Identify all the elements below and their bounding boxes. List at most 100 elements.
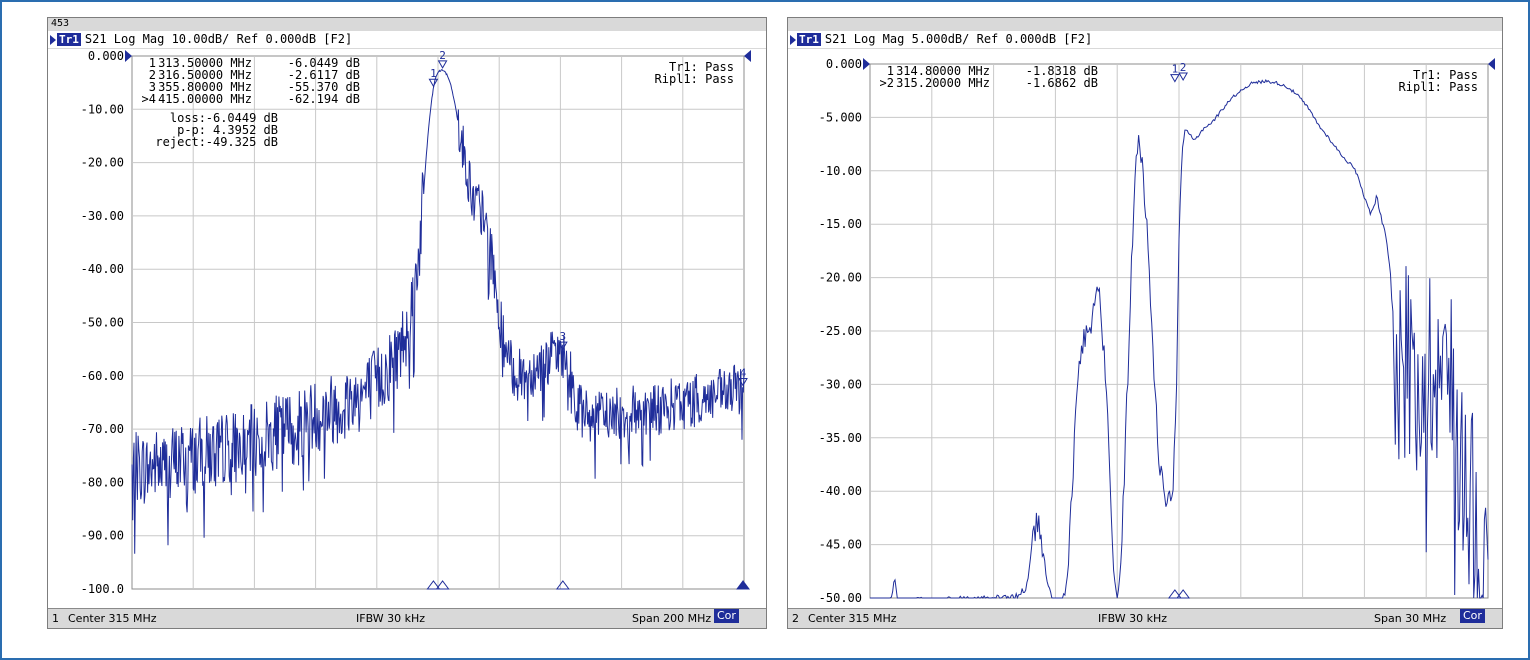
trace-header[interactable]: Tr1 S21 Log Mag 10.00dB/ Ref 0.000dB [F2]: [48, 31, 766, 48]
filter-stat-value: -49.325 dB: [206, 135, 278, 149]
y-tick-label: -25.00: [819, 324, 862, 338]
y-tick-label: -30.00: [819, 377, 862, 391]
marker-row-number: 1: [887, 64, 894, 78]
marker-row-number: 2: [149, 68, 156, 82]
plot-area[interactable]: 0.000 -10.00 -20.00 -30.00 -40.00 -50.00 -60.0…: [48, 49, 766, 609]
filter-stat-value: 4.3952 dB: [213, 123, 278, 137]
plot-area[interactable]: 0.000 -5.000 -10.00 -15.00 -20.00 -25.00 -30.0…: [788, 49, 1502, 609]
marker-row-number: >2: [880, 76, 894, 90]
marker-row-number: >4: [142, 92, 156, 106]
reference-right-arrow-icon: [1488, 58, 1495, 70]
trace-marker-icon: [1170, 74, 1180, 83]
trace-header[interactable]: Tr1 S21 Log Mag 5.000dB/ Ref 0.000dB [F2]: [788, 31, 1502, 48]
footer-ifbw: IFBW 30 kHz: [1098, 612, 1168, 625]
filter-stat-value: -6.0449 dB: [206, 111, 278, 125]
y-tick-label: -35.00: [819, 431, 862, 445]
footer-center: Center 315 MHz: [808, 612, 897, 625]
y-tick-label: -40.00: [819, 484, 862, 498]
analyzer-window-left: 453 Tr1 S21 Log Mag 10.00dB/ Ref 0.000dB …: [47, 17, 767, 629]
y-tick-label: -70.00: [81, 422, 124, 436]
y-tick-label: -80.00: [81, 475, 124, 489]
y-tick-label: -15.00: [819, 217, 862, 231]
marker-row-value: -62.194 dB: [288, 92, 360, 106]
trace-line: [131, 69, 745, 554]
active-trace-arrow-icon: [50, 34, 56, 45]
axis-marker-icon: [555, 580, 570, 590]
axis-marker-icon: [1176, 589, 1191, 599]
marker-row-frequency: 313.50000 MHz: [158, 56, 252, 70]
marker-row-frequency: 355.80000 MHz: [158, 80, 252, 94]
status-footer: 2 Center 315 MHz IFBW 30 kHz Span 30 MHz…: [788, 608, 1502, 628]
axis-marker-icon: [1167, 589, 1182, 599]
y-tick-label: -50.00: [81, 316, 124, 330]
y-tick-label: -5.000: [819, 110, 862, 124]
marker-row-number: 3: [149, 80, 156, 94]
trace-title: S21 Log Mag 10.00dB/ Ref 0.000dB [F2]: [84, 32, 353, 46]
footer-channel: 1: [52, 612, 59, 625]
filter-stat-label: reject:: [155, 135, 206, 149]
trace-marker-icon: [1178, 72, 1188, 82]
cor-badge[interactable]: Cor: [1460, 609, 1485, 623]
y-tick-label: -10.00: [81, 102, 124, 116]
analyzer-window-right: Tr1 S21 Log Mag 5.000dB/ Ref 0.000dB [F2]…: [787, 17, 1503, 629]
y-tick-label: -100.0: [81, 582, 124, 596]
marker-row-frequency: 314.80000 MHz: [896, 64, 990, 78]
trace-title: S21 Log Mag 5.000dB/ Ref 0.000dB [F2]: [824, 32, 1093, 46]
limit-test-status: Ripl1: Pass: [1399, 80, 1478, 94]
footer-ifbw: IFBW 30 kHz: [356, 612, 426, 625]
cor-badge[interactable]: Cor: [714, 609, 739, 623]
trace-line: [870, 78, 1489, 600]
trace-marker-label: 1: [430, 67, 437, 80]
axis-marker-icon: [736, 580, 750, 590]
marker-row-value: -1.8318 dB: [1026, 64, 1098, 78]
axis-marker-icon: [435, 580, 450, 590]
y-tick-label: -60.00: [81, 369, 124, 383]
limit-test-status: Ripl1: Pass: [655, 72, 734, 86]
marker-row-value: -6.0449 dB: [288, 56, 360, 70]
chart-left[interactable]: 0.000 -10.00 -20.00 -30.00 -40.00 -50.00 -60.0…: [48, 49, 766, 609]
y-tick-label: -20.00: [819, 271, 862, 285]
marker-row-frequency: 415.00000 MHz: [158, 92, 252, 106]
footer-center: Center 315 MHz: [68, 612, 157, 625]
marker-row-number: 1: [149, 56, 156, 70]
y-tick-label: -50.00: [819, 591, 862, 605]
trace-marker-icon: [428, 78, 439, 88]
status-footer: 1 Center 315 MHz IFBW 30 kHz Span 200 MH…: [48, 608, 766, 628]
marker-row-value: -1.6862 dB: [1026, 76, 1098, 90]
trace-marker-label: 1: [1172, 63, 1179, 76]
footer-span: Span 30 MHz: [1374, 612, 1447, 625]
y-tick-label: -20.00: [81, 156, 124, 170]
marker-row-frequency: 315.20000 MHz: [896, 76, 990, 90]
filter-stat-label: loss:: [170, 111, 206, 125]
trace-marker-label: 4: [740, 366, 747, 379]
y-tick-label: -40.00: [81, 262, 124, 276]
reference-left-arrow-icon: [863, 58, 870, 70]
trace-marker-icon: [437, 60, 448, 69]
y-tick-label: -45.00: [819, 538, 862, 552]
y-tick-label: -90.00: [81, 529, 124, 543]
y-tick-label: -10.00: [819, 164, 862, 178]
marker-row-value: -2.6117 dB: [288, 68, 360, 82]
trace-label-badge[interactable]: Tr1: [57, 33, 81, 46]
active-trace-arrow-icon: [790, 34, 796, 45]
trace-marker-icon: [738, 377, 748, 387]
filter-stat-label: p-p:: [177, 123, 206, 137]
reference-left-arrow-icon: [125, 50, 132, 62]
reference-right-arrow-icon: [744, 50, 751, 62]
window-header: [788, 18, 1502, 30]
marker-row-frequency: 316.50000 MHz: [158, 68, 252, 82]
chart-right[interactable]: 0.000 -5.000 -10.00 -15.00 -20.00 -25.00 -30.0…: [788, 49, 1502, 609]
trace-marker-label: 2: [1180, 61, 1187, 74]
window-header-id: 453: [48, 18, 766, 30]
trace-label-badge[interactable]: Tr1: [797, 33, 821, 46]
trace-marker-icon: [557, 341, 568, 351]
marker-row-value: -55.370 dB: [288, 80, 360, 94]
footer-channel: 2: [792, 612, 799, 625]
axis-marker-icon: [426, 580, 441, 590]
y-tick-label: -30.00: [81, 209, 124, 223]
limit-test-status: Tr1: Pass: [669, 60, 734, 74]
trace-marker-label: 2: [439, 49, 446, 62]
limit-test-status: Tr1: Pass: [1413, 68, 1478, 82]
footer-span: Span 200 MHz: [632, 612, 712, 625]
